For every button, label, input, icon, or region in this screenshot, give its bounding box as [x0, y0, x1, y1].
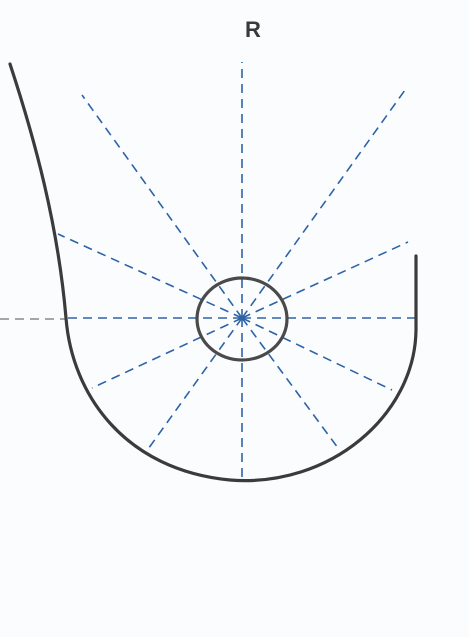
radial-line-7-oclock	[145, 317, 243, 453]
radial-line-4-oclock	[241, 317, 393, 391]
radial-line-1-oclock	[241, 89, 406, 319]
breast-outline	[8, 62, 418, 483]
radial-guide-lines	[57, 62, 420, 478]
radial-line-8-oclock	[91, 317, 243, 389]
side-label-right: R	[245, 17, 261, 42]
radial-line-5-oclock	[241, 317, 339, 449]
radial-line-10-oclock	[57, 233, 243, 319]
radial-line-11-oclock	[81, 94, 243, 319]
areola-circle	[195, 276, 289, 362]
radial-line-2-oclock	[241, 241, 409, 319]
